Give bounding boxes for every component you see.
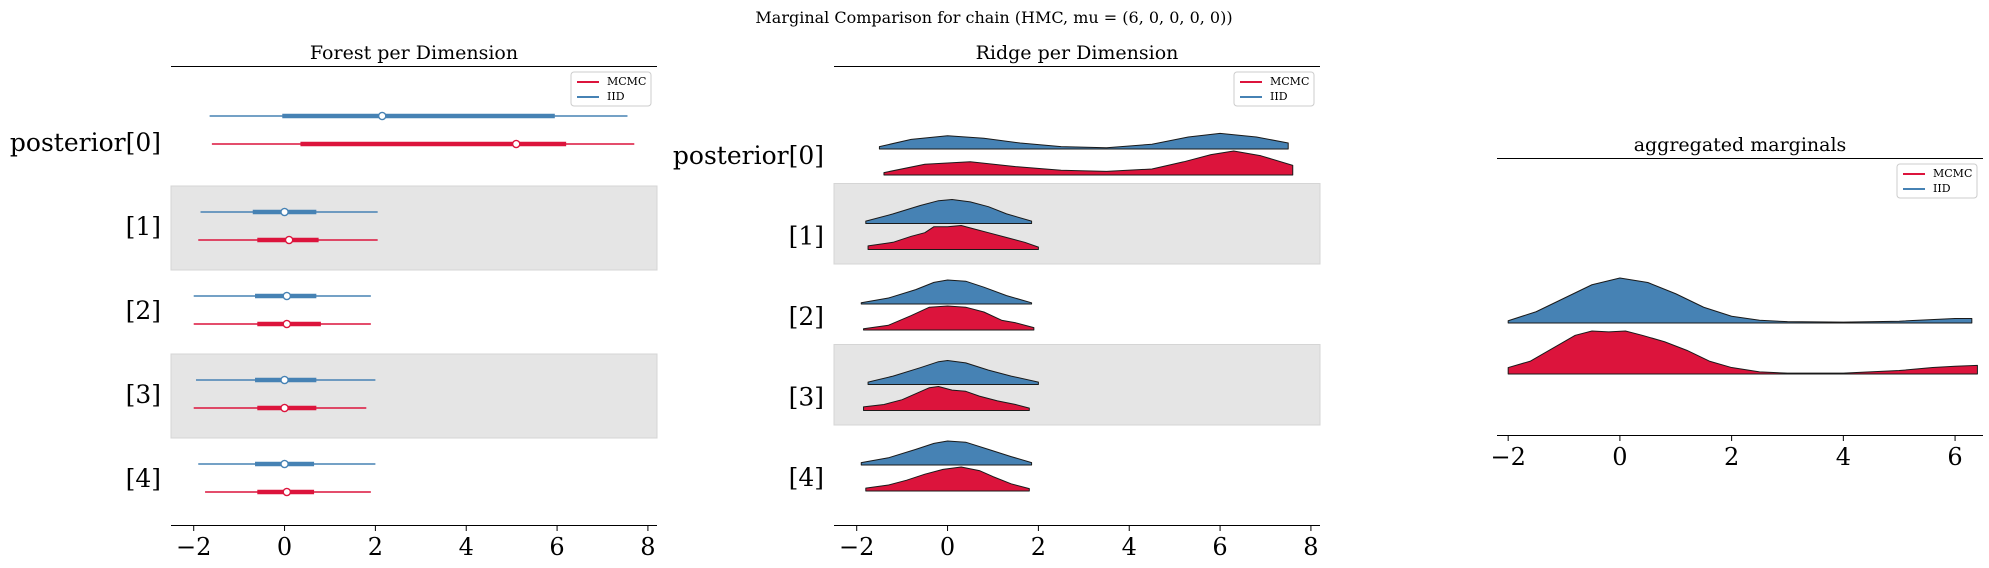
- forest-row-label: [4]: [126, 464, 161, 493]
- forest-legend-iid-label: IID: [607, 90, 625, 103]
- aggregated-x-tick-label: −2: [1490, 443, 1525, 471]
- forest-x-ticks: −2 0 2 4 6 8: [176, 525, 656, 561]
- ridge-iid-density: [878, 132, 1289, 150]
- forest-row-bands: [170, 185, 658, 439]
- ridge-row-label: [2]: [789, 302, 824, 331]
- forest-mcmc-median-point: [284, 235, 294, 245]
- aggregated-panel: aggregated marginals −2 0 2 4 6 MCMC IID: [1490, 134, 1983, 471]
- ridge-x-tick-label: 0: [940, 533, 955, 561]
- forest-x-tick-label: 0: [277, 533, 292, 561]
- forest-panel: Forest per Dimension posterior[0] [1] [2] […: [10, 42, 658, 561]
- ridge-row-label: [4]: [789, 463, 824, 492]
- ridge-mcmc-density: [865, 466, 1030, 492]
- forest-iid-median-point: [377, 111, 387, 121]
- forest-mcmc-median-point: [280, 403, 289, 413]
- forest-iid-median-point: [280, 459, 289, 469]
- forest-legend-mcmc-label: MCMC: [607, 75, 646, 88]
- forest-intervals: [193, 111, 635, 497]
- forest-title: Forest per Dimension: [310, 42, 518, 64]
- forest-x-tick-label: 4: [459, 533, 474, 561]
- ridge-iid-density: [860, 279, 1033, 305]
- aggregated-x-tick-label: 6: [1947, 443, 1962, 471]
- ridge-legend-iid-label: IID: [1270, 90, 1288, 103]
- ridge-iid-density: [867, 360, 1039, 385]
- aggregated-x-tick-label: 2: [1724, 443, 1739, 471]
- ridge-x-ticks: −2 0 2 4 6 8: [839, 525, 1319, 561]
- ridge-row-label: [1]: [789, 222, 824, 251]
- forest-x-tick-label: 8: [640, 533, 655, 561]
- ridge-mcmc-density: [863, 305, 1035, 331]
- ridge-iid-density: [865, 199, 1033, 224]
- forest-x-tick-label: 2: [368, 533, 383, 561]
- aggregated-legend-mcmc-label: MCMC: [1933, 167, 1972, 180]
- aggregated-densities: [1507, 277, 1978, 375]
- ridge-mcmc-density: [883, 150, 1294, 176]
- forest-mcmc-median-point: [282, 319, 292, 329]
- forest-iid-median-point: [280, 207, 289, 217]
- ridge-x-tick-label: 4: [1122, 533, 1137, 561]
- ridge-legend: MCMC IID: [1233, 71, 1315, 107]
- ridge-x-tick-label: 2: [1031, 533, 1046, 561]
- forest-legend: MCMC IID: [570, 71, 652, 107]
- forest-row-label: posterior[0]: [10, 128, 161, 157]
- forest-row-label: [1]: [126, 212, 161, 241]
- forest-iid-median-point: [282, 291, 292, 301]
- ridge-legend-mcmc-label: MCMC: [1270, 75, 1309, 88]
- ridge-row-label: [3]: [789, 383, 824, 412]
- figure-suptitle: Marginal Comparison for chain (HMC, mu =…: [755, 8, 1232, 27]
- ridge-row-labels: posterior[0] [1] [2] [3] [4]: [673, 141, 824, 492]
- forest-mcmc-median-point: [282, 487, 292, 497]
- forest-x-tick-label: 6: [549, 533, 564, 561]
- ridge-mcmc-density: [863, 386, 1030, 411]
- ridge-x-tick-label: 6: [1212, 533, 1227, 561]
- aggregated-x-tick-label: 4: [1836, 443, 1851, 471]
- aggregated-iid-density: [1507, 277, 1973, 324]
- ridge-title: Ridge per Dimension: [976, 42, 1179, 64]
- forest-row-label: [2]: [126, 296, 161, 325]
- ridge-x-tick-label: 8: [1303, 533, 1318, 561]
- forest-row-label: [3]: [126, 380, 161, 409]
- ridge-panel: Ridge per Dimension posterior[0] [1] [2] [3…: [673, 42, 1321, 561]
- ridge-mcmc-density: [867, 225, 1039, 250]
- ridge-row-label: posterior[0]: [673, 141, 824, 170]
- ridge-densities: [860, 132, 1294, 492]
- aggregated-title: aggregated marginals: [1634, 134, 1847, 156]
- forest-iid-median-point: [280, 375, 289, 385]
- aggregated-x-ticks: −2 0 2 4 6: [1490, 435, 1963, 471]
- forest-x-tick-label: −2: [176, 533, 211, 561]
- ridge-x-tick-label: −2: [839, 533, 874, 561]
- aggregated-legend: MCMC IID: [1896, 163, 1978, 199]
- aggregated-legend-iid-label: IID: [1933, 182, 1951, 195]
- forest-row-band: [170, 353, 658, 439]
- ridge-iid-density: [860, 440, 1033, 466]
- aggregated-x-tick-label: 0: [1612, 443, 1627, 471]
- aggregated-mcmc-density: [1507, 330, 1978, 375]
- forest-mcmc-median-point: [511, 139, 521, 149]
- forest-row-band: [170, 185, 658, 271]
- forest-row-labels: posterior[0] [1] [2] [3] [4]: [10, 128, 161, 493]
